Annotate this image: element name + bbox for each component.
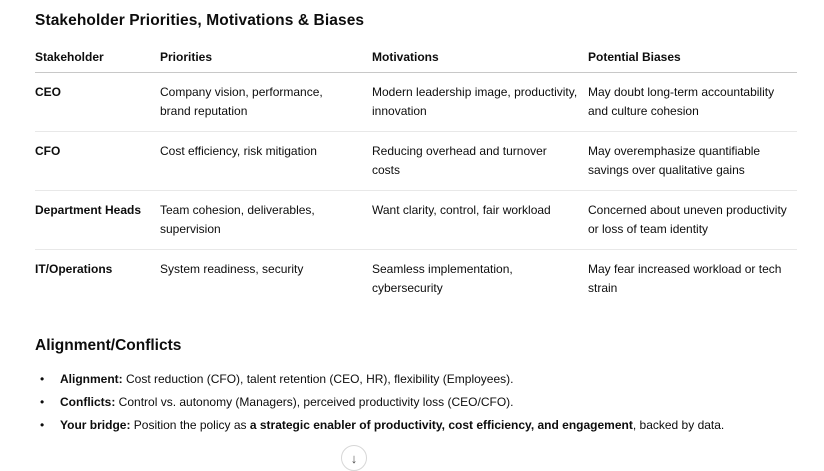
bullet-icon: • xyxy=(40,372,45,386)
table-row: IT/Operations System readiness, security… xyxy=(35,250,797,309)
bullet-label: Alignment: xyxy=(60,372,123,386)
bullet-list: • Alignment: Cost reduction (CFO), talent… xyxy=(35,368,725,437)
cell-stakeholder: Department Heads xyxy=(35,190,160,250)
column-header-motivations: Motivations xyxy=(372,42,588,73)
bullet-bold-text: a strategic enabler of productivity, cos… xyxy=(249,418,633,432)
bullet-conflicts: • Conflicts: Control vs. autonomy (Manage… xyxy=(35,391,725,414)
bullet-icon: • xyxy=(40,395,45,409)
arrow-down-icon: ↓ xyxy=(350,450,358,466)
cell-biases: May doubt long-term accountability and c… xyxy=(588,72,797,132)
cell-priorities: Cost efficiency, risk mitigation xyxy=(160,131,372,191)
bullet-label: Conflicts: xyxy=(60,395,116,409)
cell-stakeholder: CFO xyxy=(35,131,160,191)
bullet-alignment: • Alignment: Cost reduction (CFO), talent… xyxy=(35,368,725,391)
column-header-stakeholder: Stakeholder xyxy=(35,42,160,73)
table-header-row: Stakeholder Priorities Motivations Poten… xyxy=(35,42,797,73)
bullet-text: Control vs. autonomy (Managers), perceiv… xyxy=(115,395,514,409)
cell-motivations: Seamless implementation, cybersecurity xyxy=(372,262,513,295)
table-row: CFO Cost efficiency, risk mitigation Red… xyxy=(35,131,797,191)
cell-motivations: Reducing overhead and turnover costs xyxy=(372,131,588,191)
section-heading-alignment-conflicts: Alignment/Conflicts xyxy=(35,337,182,354)
bullet-text: Cost reduction (CFO), talent retention (… xyxy=(122,372,514,386)
bullet-label: Your bridge: xyxy=(60,418,131,432)
bullet-text: , backed by data. xyxy=(632,418,725,432)
cell-stakeholder: CEO xyxy=(35,72,160,132)
cell-motivations: Want clarity, control, fair workload xyxy=(372,190,588,250)
cell-biases: May overemphasize quantifiable savings o… xyxy=(588,131,797,191)
column-header-potential-biases: Potential Biases xyxy=(588,42,797,73)
column-header-priorities: Priorities xyxy=(160,42,372,73)
page-title: Stakeholder Priorities, Motivations & Bi… xyxy=(35,12,365,29)
bullet-icon: • xyxy=(40,418,45,432)
table-row: CEO Company vision, performance, brand r… xyxy=(35,72,797,132)
table-row: Department Heads Team cohesion, delivera… xyxy=(35,190,797,250)
bullet-text: Position the policy as xyxy=(130,418,250,432)
cell-stakeholder: IT/Operations xyxy=(35,262,113,276)
document-body: Stakeholder Priorities, Motivations & Bi… xyxy=(35,12,797,437)
cell-biases: May fear increased workload or tech stra… xyxy=(588,262,782,295)
scroll-to-bottom-button[interactable]: ↓ xyxy=(341,445,367,471)
cell-biases: Concerned about uneven productivity or l… xyxy=(588,190,797,250)
cell-priorities: Company vision, performance, brand reput… xyxy=(160,72,372,132)
stakeholder-table: Stakeholder Priorities Motivations Poten… xyxy=(35,42,797,308)
bullet-your-bridge: • Your bridge: Position the policy as a s… xyxy=(35,414,725,437)
cell-priorities: System readiness, security xyxy=(160,262,304,276)
cell-priorities: Team cohesion, deliverables, supervision xyxy=(160,190,372,250)
cell-motivations: Modern leadership image, productivity, i… xyxy=(372,72,588,132)
